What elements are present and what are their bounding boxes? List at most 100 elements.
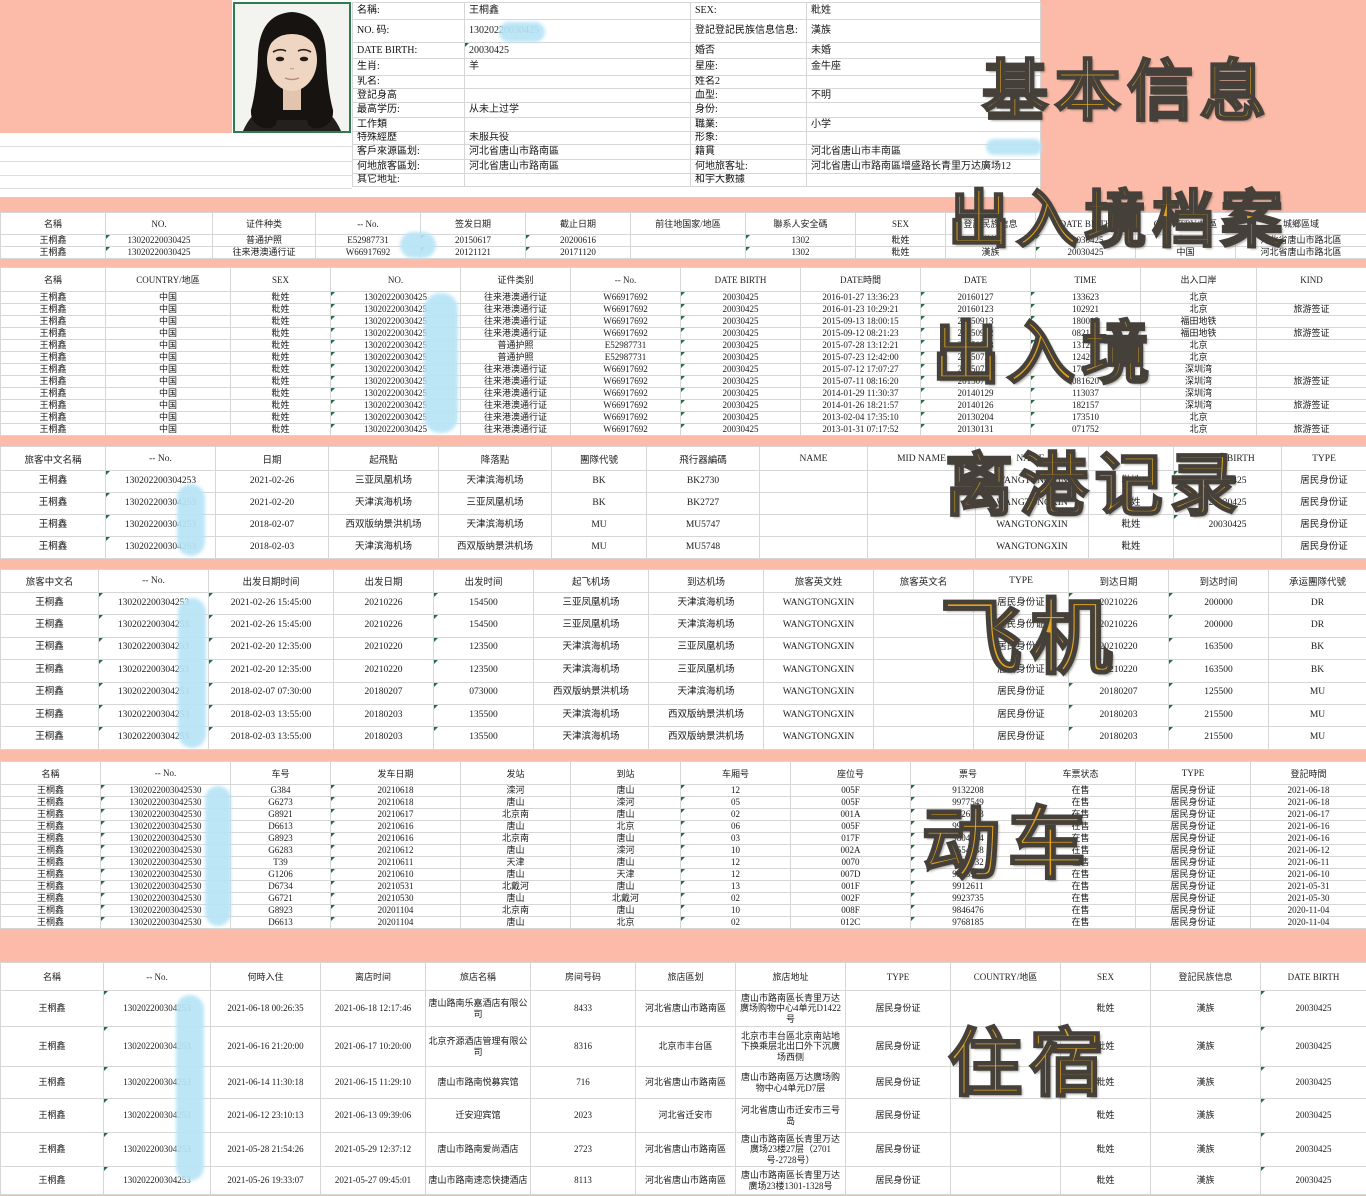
table-cell: 普通护照 bbox=[460, 339, 571, 352]
column-header: 前往地国家/地區 bbox=[630, 212, 746, 235]
table-cell: 漢族 bbox=[1150, 1132, 1261, 1167]
table-cell: 20030425 bbox=[680, 423, 801, 436]
table-cell: 20210616 bbox=[330, 832, 461, 845]
table-cell: 1302 bbox=[745, 246, 856, 259]
table-cell: 20030425 bbox=[680, 291, 801, 304]
table-cell: 20210611 bbox=[330, 856, 461, 869]
column-header: 登記民族信息 bbox=[1150, 962, 1261, 991]
table-row: 王桐鑫 1302022003042530 G6273 20210618 唐山 滦河 05 00… bbox=[0, 796, 1366, 809]
table-cell: 旅游签证 bbox=[1256, 423, 1366, 436]
train-ticket-records-table: 名稱 -- No. 车号 发车日期 发站 到站 车厢号 座位号 票号 车票状态 TYPE 登記時間 王桐… bbox=[0, 761, 1366, 929]
table-cell: 12 bbox=[680, 868, 791, 881]
table-cell: 2015-07-11 08:16:20 bbox=[800, 375, 921, 388]
table-cell: 天津滨海机场 bbox=[648, 614, 764, 638]
table-cell: 2021-02-20 12:35:00 bbox=[208, 659, 334, 683]
redaction-blob bbox=[424, 293, 458, 433]
table-cell: 粃姓 bbox=[230, 399, 331, 412]
table-row: 王桐鑫 1302022003042530 G6721 20210530 唐山 北戴河 02 0… bbox=[0, 892, 1366, 905]
table-cell: W66917692 bbox=[570, 291, 681, 304]
profile-field-value: 河北省唐山市路南區 bbox=[464, 159, 691, 174]
table-cell: 居民身份证 bbox=[845, 990, 951, 1027]
table-cell: 133623 bbox=[1030, 291, 1141, 304]
table-cell: 北京齐源酒店管理有限公司 bbox=[425, 1026, 531, 1067]
table-cell: 9846476 bbox=[910, 904, 1026, 917]
table-cell: 往来港澳通行证 bbox=[460, 291, 571, 304]
table-cell: 20030425 bbox=[680, 387, 801, 400]
table-cell: 2015-09-12 08:21:23 bbox=[800, 327, 921, 340]
column-header: 离店时间 bbox=[320, 962, 426, 991]
table-cell: 13 bbox=[680, 880, 791, 893]
column-header: -- No. bbox=[100, 761, 231, 785]
profile-field-value bbox=[464, 173, 691, 187]
table-row: 王桐鑫 中国 粃姓 13020220030425 往来港澳通行证 W66917692 200… bbox=[0, 327, 1366, 340]
table-cell: 王桐鑫 bbox=[0, 1098, 104, 1133]
table-cell: 20180203 bbox=[333, 703, 434, 728]
table-cell bbox=[1173, 536, 1282, 559]
table-cell: 012C bbox=[790, 916, 911, 929]
table-cell: W66917692 bbox=[570, 399, 681, 412]
table-cell: 北京市丰台區 bbox=[635, 1026, 736, 1067]
table-cell: 王桐鑫 bbox=[0, 246, 106, 259]
table-cell bbox=[1256, 411, 1366, 424]
grid-line bbox=[0, 175, 352, 176]
table-cell: 唐山 bbox=[460, 796, 571, 809]
table-cell bbox=[1256, 339, 1366, 352]
overlay-label-entry-exit: 出入境 bbox=[931, 316, 1157, 392]
table-cell: 20130204 bbox=[920, 411, 1031, 424]
profile-row: DATE BIRTH: 20030425 婚否 未婚 bbox=[352, 42, 1041, 59]
table-cell: 天津滨海机场 bbox=[328, 536, 439, 559]
column-header: 名稱 bbox=[0, 212, 106, 235]
table-cell: T39 bbox=[230, 856, 331, 869]
table-cell: 滦河 bbox=[460, 784, 571, 797]
table-row: 王桐鑫 13020220030425 往来港澳通行证 W66917692 2012112… bbox=[0, 246, 1366, 259]
profile-field-value: 河北省唐山市路南區增盛路长青里万达廣场12 bbox=[806, 159, 1041, 174]
table-cell: WANGTONGXIN bbox=[975, 536, 1089, 559]
table-cell: 三亚凤凰机场 bbox=[533, 591, 649, 616]
profile-field-label: 名稱: bbox=[352, 2, 465, 20]
column-header: COUNTRY/地區 bbox=[950, 962, 1061, 991]
table-cell: 粃姓 bbox=[230, 315, 331, 328]
table-cell: 北戴河 bbox=[570, 892, 681, 905]
column-header: 发车日期 bbox=[330, 761, 461, 785]
column-header: 起飛點 bbox=[328, 446, 439, 471]
table-cell: MU bbox=[551, 536, 647, 559]
table-cell: 粃姓 bbox=[230, 351, 331, 364]
table-cell bbox=[867, 536, 976, 559]
table-cell: 旅游签证 bbox=[1256, 375, 1366, 388]
table-cell: 20140126 bbox=[920, 399, 1031, 412]
table-cell: 漢族 bbox=[1150, 1066, 1261, 1099]
table-cell: G8923 bbox=[230, 832, 331, 845]
table-cell: 2023 bbox=[530, 1098, 636, 1133]
table-cell: 居民身份证 bbox=[1135, 892, 1251, 905]
table-cell: 居民身份证 bbox=[1281, 492, 1366, 515]
table-cell: 北京南 bbox=[460, 832, 571, 845]
table-cell: 20210612 bbox=[330, 844, 461, 857]
table-cell: 天津滨海机场 bbox=[438, 514, 552, 537]
table-cell: 居民身份证 bbox=[1135, 796, 1251, 809]
table-cell: 居民身份证 bbox=[1135, 832, 1251, 845]
table-cell: 往来港澳通行证 bbox=[460, 327, 571, 340]
profile-row: 生肖: 羊星座: 金牛座 bbox=[352, 58, 1041, 76]
column-header: 旅客英文姓 bbox=[763, 569, 874, 593]
table-cell: 20160123 bbox=[920, 303, 1031, 316]
column-header: 登記時間 bbox=[1250, 761, 1366, 785]
profile-field-value: 王桐鑫 bbox=[464, 2, 691, 20]
table-row: 王桐鑫 130202200304253 2018-02-07 07:30:00 201… bbox=[0, 681, 1366, 705]
column-header: -- No. bbox=[570, 267, 681, 292]
table-cell: 20201104 bbox=[330, 916, 461, 929]
table-cell bbox=[759, 536, 868, 559]
table-cell: 唐山 bbox=[570, 808, 681, 821]
table-cell: 深圳湾 bbox=[1140, 399, 1257, 412]
table-cell bbox=[873, 703, 974, 728]
column-header: NO. bbox=[330, 267, 461, 292]
table-cell: 王桐鑫 bbox=[0, 303, 106, 316]
table-cell: 粃姓 bbox=[230, 339, 331, 352]
table-cell: 天津滨海机场 bbox=[328, 492, 439, 515]
table-cell: BK2730 bbox=[646, 470, 760, 493]
table-cell: 西双版纳景洪机场 bbox=[328, 514, 439, 537]
table-cell: 163500 bbox=[1168, 659, 1269, 683]
table-cell: 2015-07-28 13:12:21 bbox=[800, 339, 921, 352]
table-cell: 2013-01-31 07:17:52 bbox=[800, 423, 921, 436]
table-cell: 王桐鑫 bbox=[0, 291, 106, 304]
table-cell: 旅游签证 bbox=[1256, 303, 1366, 316]
